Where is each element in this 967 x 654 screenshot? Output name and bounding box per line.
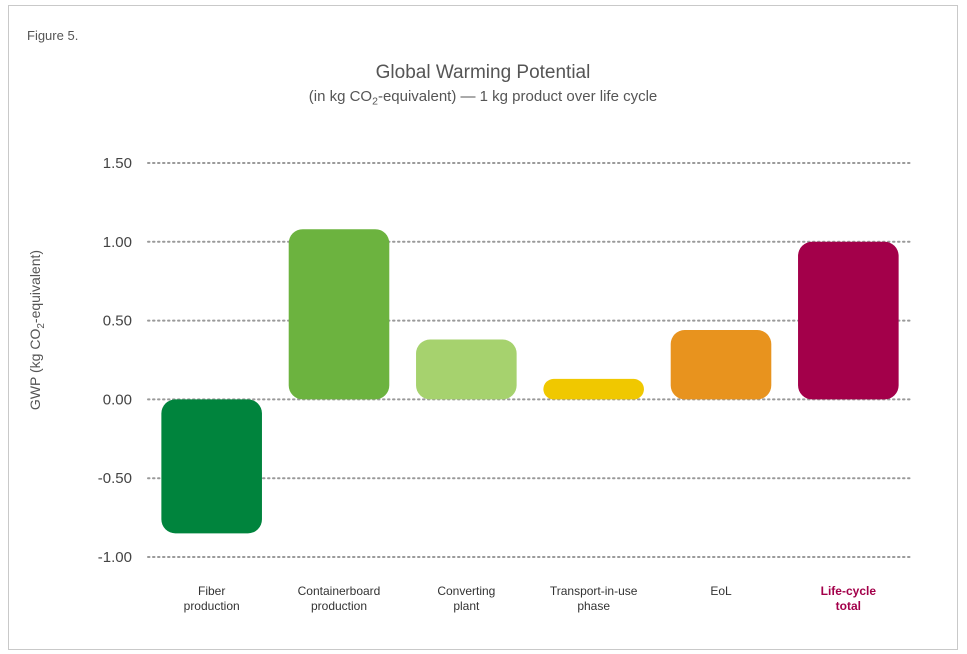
bar xyxy=(670,330,772,400)
y-tick-label: 0.50 xyxy=(103,313,132,330)
x-tick-label-line: Transport-in-use xyxy=(550,584,638,598)
bar xyxy=(543,378,644,400)
x-tick-label-line: Containerboard xyxy=(298,584,381,598)
x-tick-label-line: Converting xyxy=(437,584,495,598)
x-tick-label: Fiber production xyxy=(184,584,240,613)
x-tick-label-line: plant xyxy=(453,599,480,613)
x-tick-label-line: Fiber xyxy=(198,584,225,598)
y-tick-labels: 1.50 1.00 0.50 0.00 -0.50 -1.00 xyxy=(98,155,132,566)
x-tick-label-line: production xyxy=(184,599,240,613)
y-axis-label-part: GWP (kg CO xyxy=(27,329,43,411)
y-axis-label-part: -equivalent) xyxy=(27,250,43,323)
subtitle-part: -equivalent) — 1 kg product over life cy… xyxy=(377,88,658,105)
chart-title: Global Warming Potential xyxy=(375,62,591,83)
y-tick-label: 0.00 xyxy=(103,391,132,408)
subtitle-part: (in kg CO xyxy=(308,88,373,105)
y-tick-label: 1.00 xyxy=(103,234,132,251)
gridlines xyxy=(147,162,913,558)
y-axis-label: GWP (kg CO2-equivalent) xyxy=(27,250,47,410)
x-tick-label-line: EoL xyxy=(710,584,732,598)
y-tick-label: -0.50 xyxy=(98,470,132,487)
x-tick-label: Converting plant xyxy=(437,584,495,613)
bars xyxy=(161,229,899,534)
chart-subtitle: (in kg CO2-equivalent) — 1 kg product ov… xyxy=(9,88,957,108)
x-tick-label-line: phase xyxy=(577,599,610,613)
bar xyxy=(798,241,899,400)
y-axis-label-subscript: 2 xyxy=(36,323,47,329)
y-tick-label: 1.50 xyxy=(103,155,132,172)
bar xyxy=(161,399,262,534)
subtitle-subscript: 2 xyxy=(372,95,378,108)
figure-label: Figure 5. xyxy=(27,28,79,43)
x-tick-label-line: Life-cycle xyxy=(821,584,877,598)
x-tick-label: EoL xyxy=(710,584,732,598)
x-tick-label: Containerboard production xyxy=(298,584,381,613)
x-tick-label: Life-cycle total xyxy=(821,584,877,613)
x-tick-label-line: production xyxy=(311,599,367,613)
x-tick-label-line: total xyxy=(836,599,861,613)
bar xyxy=(288,229,390,400)
y-tick-label: -1.00 xyxy=(98,549,132,566)
x-tick-label: Transport-in-use phase xyxy=(550,584,638,613)
bar xyxy=(416,339,517,400)
